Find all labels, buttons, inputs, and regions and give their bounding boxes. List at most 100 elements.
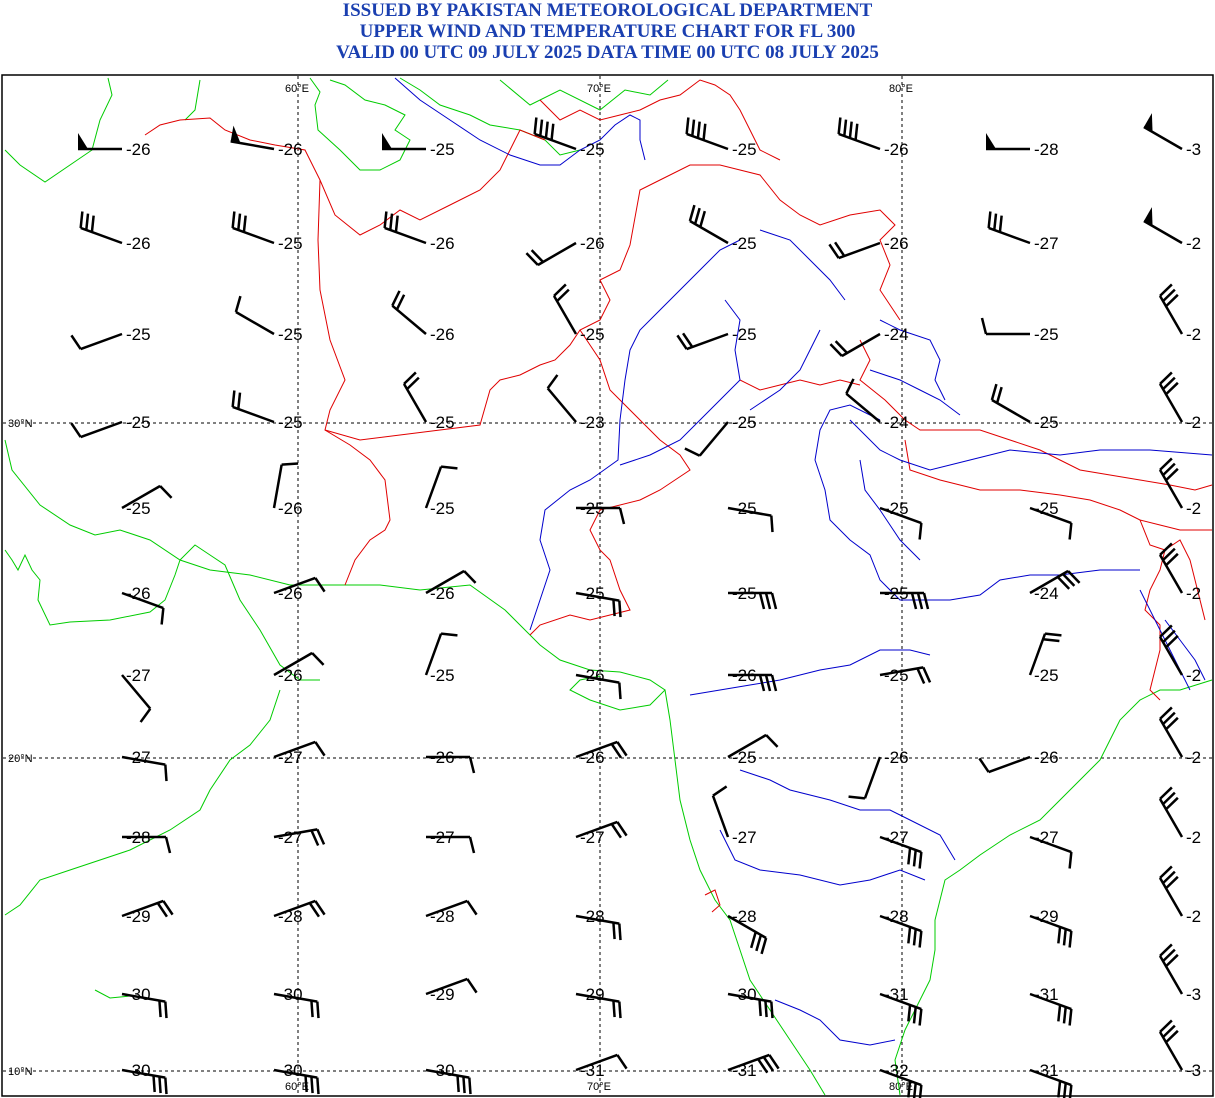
border-kashmir: [739, 379, 861, 391]
wind-barb-25N-75E: [728, 591, 778, 610]
temp-label-37N-80E: -26: [884, 140, 909, 159]
wind-barb-25N-60E: [273, 576, 326, 595]
temp-label-12N-75E: -30: [732, 985, 757, 1004]
wind-barb-37N-65E: [382, 133, 426, 151]
wind-barb-37N-80E: [837, 117, 881, 151]
temp-label-23N-60E: -26: [278, 666, 303, 685]
coastline-caspian: [4, 77, 113, 183]
temp-label-15N-90E: -2: [1186, 907, 1201, 926]
temp-label-25N-65E: -26: [430, 584, 455, 603]
temp-label-15N-75E: -28: [732, 907, 757, 926]
temp-label-28N-55E: -25: [126, 499, 151, 518]
river-indus: [529, 239, 741, 631]
temp-label-25N-85E: -24: [1034, 584, 1059, 603]
coastline-west-india: [664, 689, 826, 1096]
coastline-arabia: [4, 689, 281, 916]
temp-label-15N-80E: -28: [884, 907, 909, 926]
river-krishna: [719, 829, 926, 886]
wind-barb-34N-70E: [525, 241, 577, 267]
river-chenab: [749, 329, 821, 411]
wind-barb-30N-55E: [70, 420, 123, 439]
wind-barb-30N-85E: [990, 383, 1031, 424]
wind-barb-20N-80E: [848, 756, 882, 800]
wind-barb-31N-65E: [391, 290, 427, 335]
rivers: [394, 77, 1213, 1046]
river-amu-darya: [394, 77, 646, 166]
temp-label-37N-65E: -25: [430, 140, 455, 159]
river-kaveri: [774, 999, 896, 1046]
river-godavari: [739, 769, 956, 861]
coastline-gulf: [4, 439, 621, 673]
temp-label-30N-85E: -25: [1034, 413, 1059, 432]
temp-label-28N-75E: -25: [732, 499, 757, 518]
wind-barb-37N-85E: [986, 133, 1030, 151]
wind-barb-15N-90E: [1158, 865, 1184, 917]
coastline-north-1: [184, 79, 201, 121]
wind-barb-30N-75E: [684, 421, 729, 457]
lon-label-70e-top: 70°E: [587, 83, 611, 95]
temp-label-12N-60E: -30: [278, 985, 303, 1004]
wind-barb-23N-80E: [879, 666, 932, 684]
wind-barb-10N-60E: [273, 1068, 320, 1095]
wind-barb-25N-65E: [425, 569, 477, 595]
wind-barb-12N-85E: [1029, 992, 1073, 1026]
wind-barb-17N-70E: [575, 820, 628, 839]
wind-barb-20N-85E: [978, 755, 1031, 774]
wind-barb-20N-75E: [727, 733, 779, 759]
wind-barb-17N-55E: [122, 835, 172, 854]
temp-label-10N-90E: -3: [1186, 1061, 1201, 1080]
wind-barb-34N-85E: [987, 211, 1031, 245]
temp-label-15N-70E: -28: [580, 907, 605, 926]
temp-label-37N-55E: -26: [126, 140, 151, 159]
wind-barb-34N-55E: [79, 211, 123, 245]
temp-label-10N-65E: -30: [430, 1061, 455, 1080]
temp-label-37N-90E: -3: [1186, 140, 1201, 159]
wind-barb-34N-75E: [688, 204, 729, 245]
temp-label-10N-80E: -32: [884, 1061, 909, 1080]
temp-label-23N-85E: -25: [1034, 666, 1059, 685]
wind-barb-17N-85E: [1029, 835, 1073, 869]
border-china-india: [859, 339, 1213, 491]
wind-barb-12N-70E: [575, 992, 622, 1019]
wind-barb-15N-65E: [425, 899, 478, 918]
temp-label-37N-75E: -25: [732, 140, 757, 159]
lat-label-10n: 10°N: [8, 1066, 33, 1078]
coastlines: [4, 77, 1213, 1096]
wind-barb-23N-90E: [1158, 624, 1184, 676]
temp-label-25N-70E: -25: [580, 584, 605, 603]
temp-label-34N-70E: -26: [580, 234, 605, 253]
wind-barb-20N-55E: [121, 755, 168, 782]
temp-label-12N-55E: -30: [126, 985, 151, 1004]
wind-barb-31N-70E: [552, 283, 578, 335]
temp-label-17N-90E: -2: [1186, 828, 1201, 847]
border-iran-pak: [317, 179, 391, 586]
temp-label-25N-90E: -2: [1186, 584, 1201, 603]
temp-label-28N-80E: -25: [884, 499, 909, 518]
temp-label-20N-75E: -25: [732, 748, 757, 767]
coastline-north-2: [399, 77, 581, 156]
river-delta: [1164, 619, 1206, 681]
temp-label-31N-90E: -2: [1186, 325, 1201, 344]
wind-barb-37N-90E: [1143, 113, 1183, 151]
wind-barb-10N-70E: [575, 1053, 628, 1072]
temp-label-37N-85E: -28: [1034, 140, 1059, 159]
wind-barb-12N-65E: [425, 977, 478, 996]
temp-label-31N-65E: -26: [430, 325, 455, 344]
wind-barb-10N-80E: [879, 1068, 923, 1098]
temp-label-10N-85E: -31: [1034, 1061, 1059, 1080]
wind-barb-37N-55E: [78, 133, 122, 151]
river-indus-upper: [759, 229, 846, 301]
temp-label-23N-90E: -2: [1186, 666, 1201, 685]
lon-label-60e-bottom: 60°E: [285, 1081, 309, 1093]
lon-label-80e-top: 80°E: [889, 83, 913, 95]
temp-label-17N-80E: -27: [884, 828, 909, 847]
wind-barb-31N-85E: [980, 317, 1030, 336]
wind-barb-15N-60E: [273, 899, 326, 918]
temp-label-28N-85E: -25: [1034, 499, 1059, 518]
wind-barb-10N-65E: [425, 1068, 472, 1095]
temp-label-17N-85E: -27: [1034, 828, 1059, 847]
wind-barb-37N-60E: [230, 125, 275, 151]
wind-barb-25N-85E: [1029, 569, 1081, 595]
wind-barb-10N-85E: [1029, 1068, 1073, 1098]
temp-label-34N-60E: -25: [278, 234, 303, 253]
